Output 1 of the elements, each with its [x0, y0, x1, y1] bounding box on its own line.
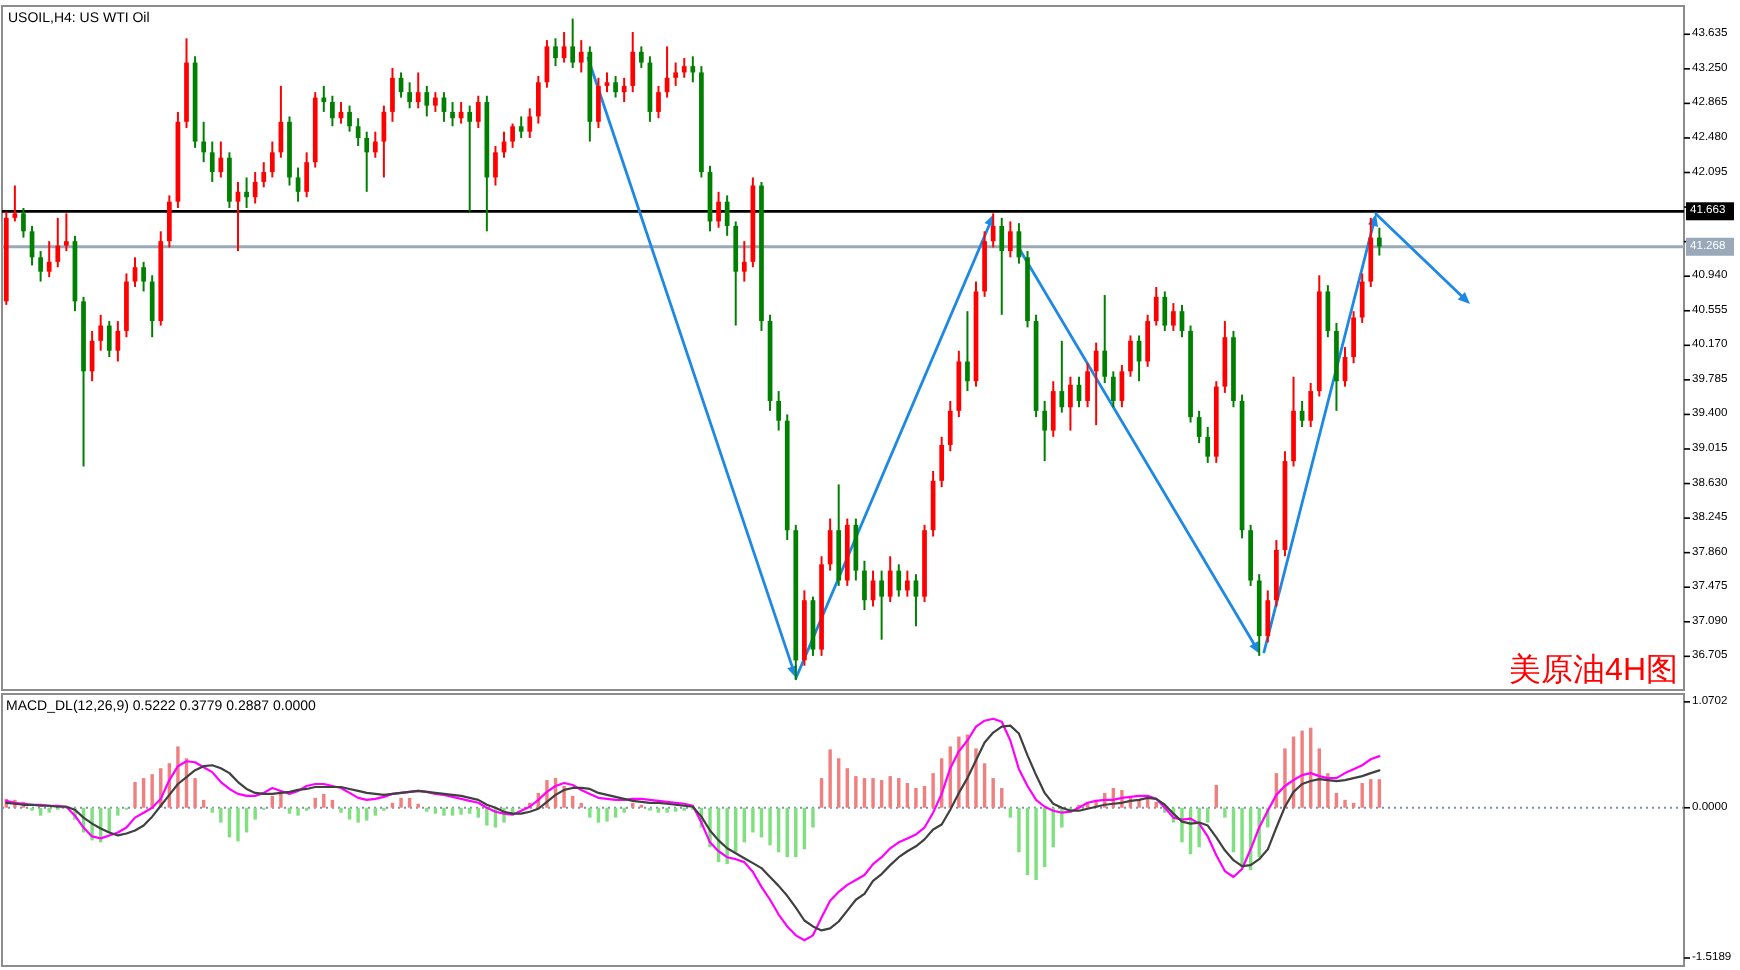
annotation: 美原油4H图 — [1509, 652, 1678, 688]
